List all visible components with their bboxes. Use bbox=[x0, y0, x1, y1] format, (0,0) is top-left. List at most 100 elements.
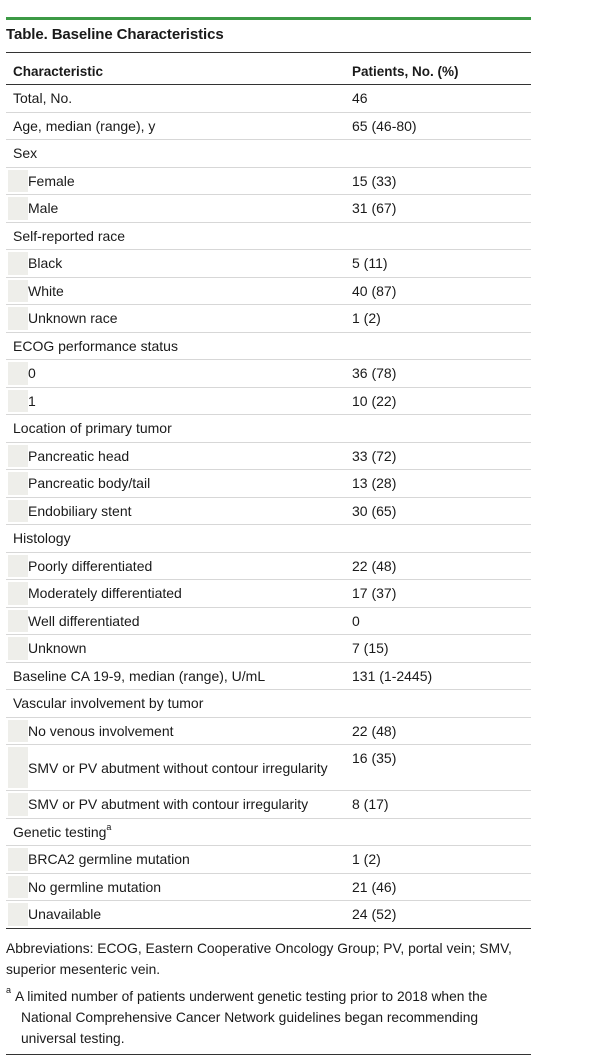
footnote-text: A limited number of patients underwent g… bbox=[15, 989, 488, 1046]
subrow-label: Black bbox=[6, 249, 345, 278]
subrow-label: Unknown race bbox=[6, 304, 345, 333]
row-value: 33 (72) bbox=[345, 442, 531, 470]
table-row: Endobiliary stent 30 (65) bbox=[6, 497, 531, 525]
table-row: Histology bbox=[6, 524, 531, 553]
table-row: Genetic testinga bbox=[6, 818, 531, 846]
subrow-label: BRCA2 germline mutation bbox=[6, 845, 345, 874]
baseline-characteristics-table: Characteristic Patients, No. (%) Total, … bbox=[6, 58, 531, 929]
table-row: Moderately differentiated 17 (37) bbox=[6, 579, 531, 608]
bottom-rule bbox=[6, 1054, 531, 1055]
row-value: 22 (48) bbox=[345, 717, 531, 745]
column-header-characteristic: Characteristic bbox=[6, 58, 345, 85]
indent-shade bbox=[8, 793, 28, 816]
indent-shade bbox=[8, 279, 28, 302]
section-label: Vascular involvement by tumor bbox=[6, 689, 345, 718]
abbreviations-note: Abbreviations: ECOG, Eastern Cooperative… bbox=[6, 941, 512, 977]
row-value: 0 bbox=[345, 607, 531, 635]
indent-shade bbox=[8, 747, 28, 788]
row-value: 13 (28) bbox=[345, 469, 531, 498]
table-header-row: Characteristic Patients, No. (%) bbox=[6, 58, 531, 85]
row-value bbox=[345, 414, 531, 443]
table-row: Male 31 (67) bbox=[6, 194, 531, 223]
table-row: Unknown race 1 (2) bbox=[6, 304, 531, 333]
subrow-label: Male bbox=[6, 194, 345, 223]
subrow-label: Unavailable bbox=[6, 900, 345, 929]
title-accent-rule bbox=[6, 17, 531, 20]
indent-shade bbox=[8, 903, 28, 926]
table-row: No venous involvement 22 (48) bbox=[6, 717, 531, 745]
section-label: Self-reported race bbox=[6, 222, 345, 250]
table-row: Location of primary tumor bbox=[6, 414, 531, 443]
subrow-label: Female bbox=[6, 167, 345, 195]
section-label: Genetic testinga bbox=[6, 818, 345, 846]
indent-shade bbox=[8, 848, 28, 871]
row-value: 7 (15) bbox=[345, 634, 531, 663]
table-row: Age, median (range), y 65 (46-80) bbox=[6, 112, 531, 140]
indent-shade bbox=[8, 197, 28, 220]
indent-shade bbox=[8, 637, 28, 660]
indent-shade bbox=[8, 169, 28, 192]
table-row: Unknown 7 (15) bbox=[6, 634, 531, 663]
indent-shade bbox=[8, 582, 28, 605]
row-value: 40 (87) bbox=[345, 277, 531, 305]
row-value bbox=[345, 222, 531, 250]
indent-shade bbox=[8, 307, 28, 330]
table-row: Pancreatic body/tail 13 (28) bbox=[6, 469, 531, 498]
table-row: Well differentiated 0 bbox=[6, 607, 531, 635]
row-value: 65 (46-80) bbox=[345, 112, 531, 140]
subrow-label: SMV or PV abutment without contour irreg… bbox=[6, 744, 345, 791]
row-value bbox=[345, 524, 531, 553]
row-label: Age, median (range), y bbox=[6, 112, 345, 140]
column-header-patients: Patients, No. (%) bbox=[345, 58, 531, 85]
indent-shade bbox=[8, 554, 28, 577]
row-value: 30 (65) bbox=[345, 497, 531, 525]
row-value: 15 (33) bbox=[345, 167, 531, 195]
row-value: 1 (2) bbox=[345, 304, 531, 333]
row-value bbox=[345, 139, 531, 168]
table-row: Pancreatic head 33 (72) bbox=[6, 442, 531, 470]
indent-shade bbox=[8, 252, 28, 275]
table-row: 1 10 (22) bbox=[6, 387, 531, 415]
footnote-marker: a bbox=[106, 822, 112, 833]
indent-shade bbox=[8, 362, 28, 385]
table-row: Poorly differentiated 22 (48) bbox=[6, 552, 531, 580]
subrow-label: Endobiliary stent bbox=[6, 497, 345, 525]
row-value: 31 (67) bbox=[345, 194, 531, 223]
row-value: 24 (52) bbox=[345, 900, 531, 929]
table-row: ECOG performance status bbox=[6, 332, 531, 360]
subrow-label: Unknown bbox=[6, 634, 345, 663]
table-row: Black 5 (11) bbox=[6, 249, 531, 278]
indent-shade bbox=[8, 389, 28, 412]
subrow-label: Moderately differentiated bbox=[6, 579, 345, 608]
row-value: 131 (1-2445) bbox=[345, 662, 531, 690]
indent-shade bbox=[8, 499, 28, 522]
row-value: 36 (78) bbox=[345, 359, 531, 388]
row-value bbox=[345, 689, 531, 718]
row-value: 46 bbox=[345, 84, 531, 113]
indent-shade bbox=[8, 444, 28, 467]
row-value bbox=[345, 818, 531, 846]
table-row: 0 36 (78) bbox=[6, 359, 531, 388]
table-row: SMV or PV abutment with contour irregula… bbox=[6, 790, 531, 819]
title-divider bbox=[6, 52, 531, 53]
table-title: Table. Baseline Characteristics bbox=[6, 26, 224, 43]
row-value bbox=[345, 332, 531, 360]
indent-shade bbox=[8, 472, 28, 495]
table-row: SMV or PV abutment without contour irreg… bbox=[6, 744, 531, 791]
section-label: ECOG performance status bbox=[6, 332, 345, 360]
table-notes: Abbreviations: ECOG, Eastern Cooperative… bbox=[6, 938, 526, 1049]
row-value: 16 (35) bbox=[345, 744, 531, 791]
table-row: Female 15 (33) bbox=[6, 167, 531, 195]
table-row: Total, No. 46 bbox=[6, 84, 531, 113]
table-row: Self-reported race bbox=[6, 222, 531, 250]
subrow-label: White bbox=[6, 277, 345, 305]
subrow-label: No germline mutation bbox=[6, 873, 345, 901]
table-row: BRCA2 germline mutation 1 (2) bbox=[6, 845, 531, 874]
row-value: 22 (48) bbox=[345, 552, 531, 580]
section-label: Histology bbox=[6, 524, 345, 553]
indent-shade bbox=[8, 609, 28, 632]
table-row: No germline mutation 21 (46) bbox=[6, 873, 531, 901]
subrow-label: No venous involvement bbox=[6, 717, 345, 745]
indent-shade bbox=[8, 875, 28, 898]
